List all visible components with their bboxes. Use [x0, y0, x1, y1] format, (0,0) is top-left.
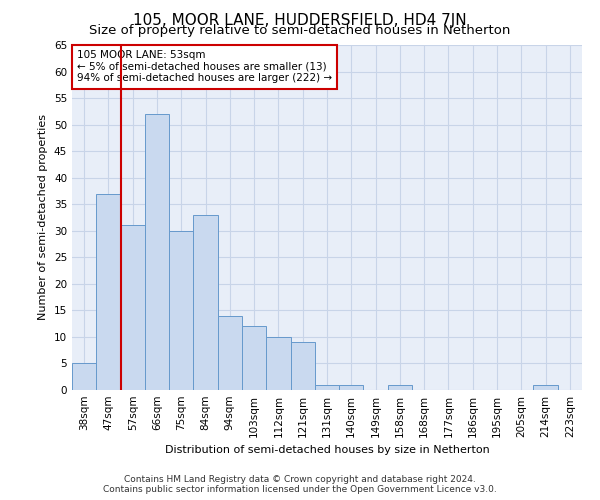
Text: Contains HM Land Registry data © Crown copyright and database right 2024.
Contai: Contains HM Land Registry data © Crown c… [103, 474, 497, 494]
Bar [242, 326, 266, 390]
Text: 105, MOOR LANE, HUDDERSFIELD, HD4 7JN: 105, MOOR LANE, HUDDERSFIELD, HD4 7JN [133, 12, 467, 28]
Text: Size of property relative to semi-detached houses in Netherton: Size of property relative to semi-detach… [89, 24, 511, 37]
Bar [145, 114, 169, 390]
Bar [72, 364, 96, 390]
Bar [193, 215, 218, 390]
Bar [266, 337, 290, 390]
Bar [533, 384, 558, 390]
Bar [121, 226, 145, 390]
X-axis label: Distribution of semi-detached houses by size in Netherton: Distribution of semi-detached houses by … [164, 446, 490, 456]
Y-axis label: Number of semi-detached properties: Number of semi-detached properties [38, 114, 49, 320]
Text: 105 MOOR LANE: 53sqm
← 5% of semi-detached houses are smaller (13)
94% of semi-d: 105 MOOR LANE: 53sqm ← 5% of semi-detach… [77, 50, 332, 84]
Bar [290, 342, 315, 390]
Bar [96, 194, 121, 390]
Bar [339, 384, 364, 390]
Bar [218, 316, 242, 390]
Bar [315, 384, 339, 390]
Bar [169, 231, 193, 390]
Bar [388, 384, 412, 390]
